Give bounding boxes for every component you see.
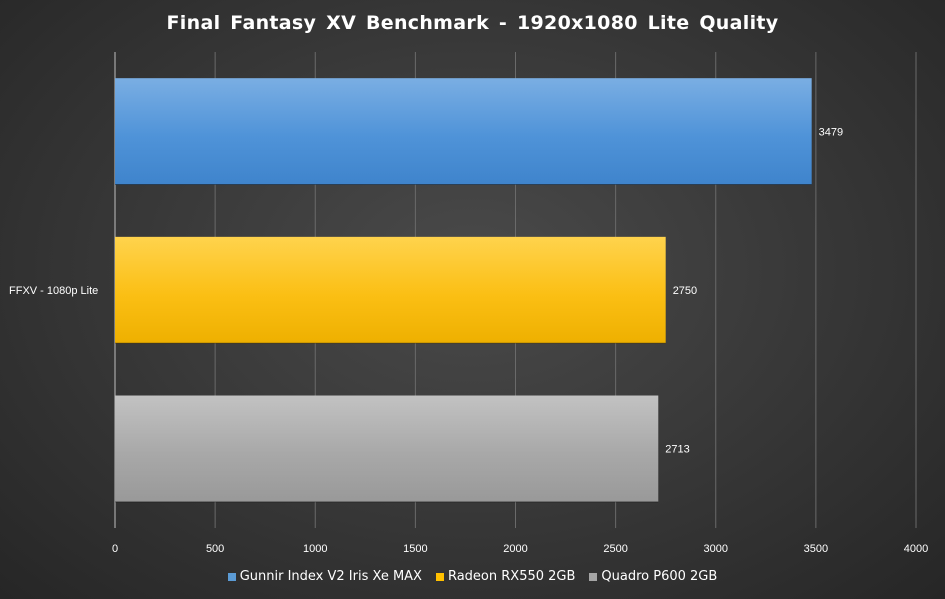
x-tick-label: 0 — [112, 543, 118, 555]
x-tick-label: 500 — [206, 543, 224, 555]
data-label: 3479 — [819, 126, 843, 138]
category-label: FFXV - 1080p Lite — [9, 285, 98, 297]
data-label: 2750 — [673, 285, 697, 297]
legend-swatch — [227, 572, 236, 581]
bar-gunnir-index-v2-iris-xe-max — [115, 78, 812, 185]
legend-label: Quadro P600 2GB — [601, 569, 718, 584]
bar-quadro-p600-2gb — [115, 395, 659, 502]
x-tick-label: 1500 — [403, 543, 427, 555]
chart-title: Final Fantasy XV Benchmark - 1920x1080 L… — [166, 12, 779, 34]
data-label: 2713 — [665, 444, 689, 456]
legend-item: Radeon RX550 2GB — [435, 569, 576, 584]
x-tick-label: 1000 — [303, 543, 327, 555]
legend-label: Radeon RX550 2GB — [447, 569, 576, 584]
legend-item: Gunnir Index V2 Iris Xe MAX — [227, 569, 422, 584]
x-tick-label: 3000 — [704, 543, 728, 555]
legend-item: Quadro P600 2GB — [589, 569, 717, 584]
x-tick-label: 4000 — [904, 543, 928, 555]
legend-swatch — [435, 572, 444, 581]
legend-swatch — [589, 572, 598, 581]
x-tick-label: 2000 — [503, 543, 527, 555]
x-tick-label: 2500 — [603, 543, 627, 555]
bar-radeon-rx550-2gb — [115, 236, 666, 344]
x-tick-label: 3500 — [804, 543, 828, 555]
legend: Gunnir Index V2 Iris Xe MAX Radeon RX550 … — [0, 569, 945, 584]
legend-label: Gunnir Index V2 Iris Xe MAX — [239, 569, 422, 584]
